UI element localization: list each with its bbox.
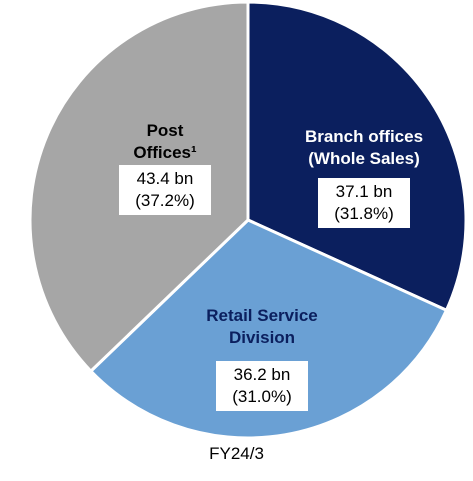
value-label: 36.2 bn (233, 365, 291, 384)
value-box: 36.2 bn (31.0%) (216, 361, 308, 411)
slice-label: Post Offices¹ (133, 121, 197, 162)
pie-slice (88, 218, 449, 440)
pie-slice (246, 0, 468, 313)
share-label: (31.8%) (334, 204, 394, 223)
value-box: 43.4 bn (37.2%) (119, 165, 211, 215)
slice-label: Branch offices (Whole Sales) (304, 127, 424, 168)
chart-title: FY24/3 (209, 444, 264, 463)
slice-label: Retail Service Division (206, 306, 318, 347)
value-label: 37.1 bn (335, 182, 393, 201)
share-label: (31.0%) (232, 387, 292, 406)
share-label: (37.2%) (135, 191, 195, 210)
value-box: 37.1 bn (31.8%) (318, 178, 410, 228)
value-label: 43.4 bn (136, 169, 194, 188)
